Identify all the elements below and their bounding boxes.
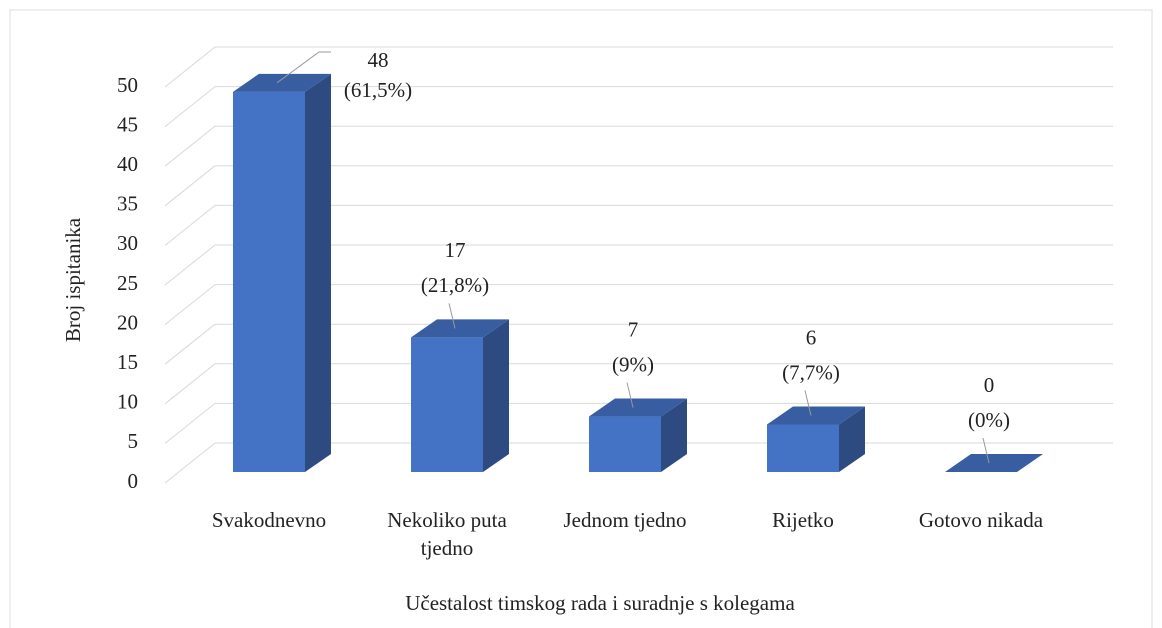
x-tick-label: Svakodnevno [211, 508, 327, 532]
bar [233, 91, 305, 472]
leader-line [448, 303, 456, 329]
bar-side [305, 73, 331, 472]
y-tick-label: 20 [117, 310, 138, 334]
data-label: (61,5%) [344, 78, 412, 102]
bar-top [233, 73, 331, 92]
data-label: (0%) [968, 408, 1010, 432]
data-label: (7,7%) [782, 360, 840, 384]
x-axis-title: Učestalost timskog rada i suradnje s kol… [405, 591, 795, 615]
bar [411, 337, 483, 472]
data-label: (21,8%) [421, 273, 489, 297]
y-tick-label: 45 [117, 112, 138, 136]
chart-border [9, 9, 1153, 628]
x-tick-label: Gotovo nikada [918, 508, 1044, 532]
grid-line [164, 86, 216, 127]
grid-line [164, 46, 216, 88]
grid-line [164, 244, 216, 286]
x-tick-label: Nekoliko puta tjedno [387, 508, 507, 560]
y-tick-label: 50 [117, 73, 138, 97]
data-label: 0 [984, 373, 995, 397]
y-tick-label: 5 [128, 429, 139, 453]
leader-line [276, 51, 331, 84]
grid-line [164, 403, 216, 444]
bar-top [767, 406, 865, 425]
x-tick-label: Jednom tjedno [563, 508, 687, 532]
leader-line [626, 382, 634, 408]
bar-top [945, 454, 1043, 472]
data-label: 7 [628, 317, 639, 341]
y-tick-label: 10 [117, 390, 138, 414]
grid-line [164, 442, 216, 484]
y-tick-label: 15 [117, 350, 138, 374]
bar-side [839, 406, 865, 472]
bar [767, 424, 839, 472]
bar-top [589, 398, 687, 417]
grid-line [164, 323, 216, 365]
bar-side [483, 319, 509, 472]
grid-line [164, 205, 216, 246]
data-label: 17 [445, 238, 466, 262]
grid-line [164, 125, 216, 167]
leader-line [982, 437, 990, 464]
leader-line [804, 390, 812, 416]
bar-side [661, 398, 687, 472]
y-tick-label: 40 [117, 152, 138, 176]
y-tick-label: 0 [128, 469, 139, 493]
bar [589, 416, 661, 472]
y-tick-label: 35 [117, 192, 138, 216]
data-label: (9%) [612, 352, 654, 376]
grid-line [164, 284, 216, 325]
grid-line [164, 363, 216, 405]
y-axis-title: Broj ispitanika [61, 217, 85, 342]
y-tick-label: 25 [117, 271, 138, 295]
bar-top [411, 319, 509, 338]
x-tick-label: Rijetko [772, 508, 834, 532]
data-label: 6 [806, 325, 817, 349]
y-tick-label: 30 [117, 231, 138, 255]
data-label: 48 [368, 48, 389, 72]
grid-line [164, 165, 216, 207]
